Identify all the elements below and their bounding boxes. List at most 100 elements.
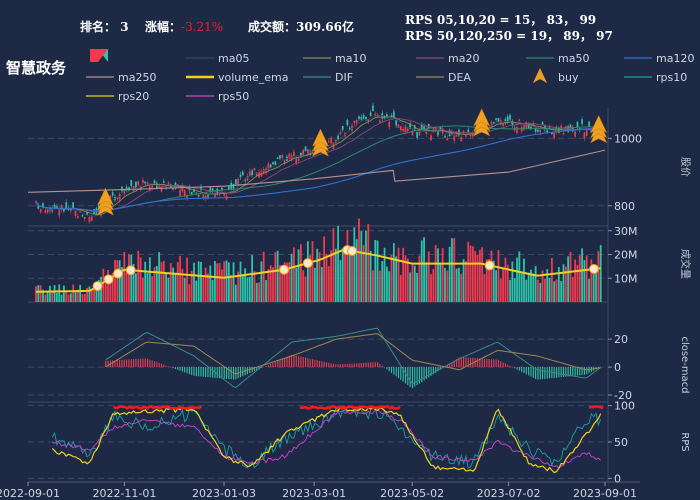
candle-body (65, 202, 68, 208)
volume-bar (58, 284, 61, 302)
volume-bar (362, 244, 365, 302)
candle-body (574, 131, 576, 137)
candle-body (197, 195, 200, 197)
legend-label-ma50: ma50 (558, 52, 589, 65)
volume-bar (181, 268, 184, 302)
candle-body (355, 119, 358, 124)
candle-body (399, 126, 402, 131)
volume-bar (49, 285, 51, 302)
candle-body (269, 164, 272, 168)
volume-bar (281, 264, 284, 302)
volume-bar (525, 279, 528, 302)
candle-body (365, 116, 367, 120)
candle-body (274, 161, 277, 165)
volume-bar (174, 272, 177, 302)
candle-body (346, 119, 349, 125)
candle-body (207, 194, 209, 198)
candle-body (53, 204, 56, 209)
candle-body (255, 173, 258, 176)
legend: ma05 ma10 ma20 ma50 ma120 ma250 volume_ema DIF D… (86, 49, 694, 103)
volume-bar (365, 230, 367, 302)
candle-body (79, 210, 82, 213)
volume-bar (523, 258, 525, 302)
volume-bar (306, 241, 309, 302)
candle-body (525, 122, 528, 128)
volume-bar (251, 255, 254, 302)
rps-high-segment (299, 405, 401, 410)
candle-body (221, 187, 223, 191)
volume-bar (453, 238, 456, 302)
legend-item-volume_ema: volume_ema (186, 71, 288, 84)
ma05-line (35, 114, 601, 217)
volume-bar (341, 248, 344, 302)
candle-body (70, 207, 72, 212)
candle-body (585, 129, 588, 136)
candle-body (88, 217, 91, 222)
candle-body (379, 120, 381, 123)
volume-bar (183, 277, 186, 302)
volume-ema-marker (588, 263, 599, 274)
candle-body (137, 181, 140, 185)
candle-body (244, 179, 246, 181)
candle-body (358, 116, 360, 119)
volume-bar (223, 261, 226, 302)
candle-body (404, 126, 407, 133)
volume-bar (485, 259, 488, 302)
volume-bar (527, 272, 530, 302)
volume-bar (118, 260, 121, 302)
volume-bar (90, 289, 93, 302)
rank-text: 排名： 3 (80, 20, 129, 34)
candle-body (267, 163, 270, 170)
volume-bar (111, 272, 114, 302)
rps-panel: 0 50 100 RPS (28, 400, 690, 485)
candle-body (441, 128, 444, 134)
candle-body (369, 112, 372, 116)
volume-bar (309, 255, 312, 302)
volume-bar (211, 280, 214, 302)
volume-bar (107, 269, 109, 302)
candle-body (448, 130, 451, 137)
volume-bar (444, 267, 446, 302)
candle-body (46, 209, 49, 213)
volume-bar (160, 262, 163, 302)
volume-bar (218, 263, 221, 302)
volume-bar (402, 247, 405, 302)
candle-body (128, 187, 130, 191)
candle-body (560, 125, 563, 132)
volume-bar (146, 273, 149, 302)
volume-bar (546, 269, 549, 302)
volume-bar (151, 276, 154, 302)
legend-item-ma50: ma50 (526, 52, 589, 65)
volume-bar (88, 286, 91, 302)
volume-bar (172, 267, 175, 302)
volume-bar (186, 257, 188, 302)
volume-bar (155, 266, 158, 302)
volume-bar (374, 239, 377, 302)
volume-bar (381, 261, 384, 302)
candle-body (516, 127, 518, 133)
volume-bar (311, 241, 314, 302)
volume-bar (541, 270, 544, 302)
volume-bar (439, 262, 442, 302)
volume-bar (148, 257, 151, 302)
candle-body (446, 138, 449, 141)
candle-body (304, 146, 307, 152)
tick-label-rps: 100 (614, 400, 635, 413)
candle-body (341, 126, 344, 130)
candle-body (51, 208, 54, 213)
volume-bar (413, 265, 416, 302)
volume-bar (560, 281, 563, 302)
candle-body (518, 119, 521, 122)
candle-body (511, 121, 514, 126)
candle-body (251, 170, 253, 176)
rps10-line (51, 407, 602, 469)
price-panel: 800 1000 股价 (27, 102, 691, 224)
candle-body (300, 152, 302, 158)
legend-item-buy: buy (533, 68, 579, 84)
volume-bar (267, 269, 270, 302)
legend-swatch-up (90, 49, 98, 62)
volume-bar (550, 258, 553, 302)
buy-marker (473, 108, 491, 127)
volume-bar (74, 291, 77, 302)
candle-body (467, 129, 470, 133)
